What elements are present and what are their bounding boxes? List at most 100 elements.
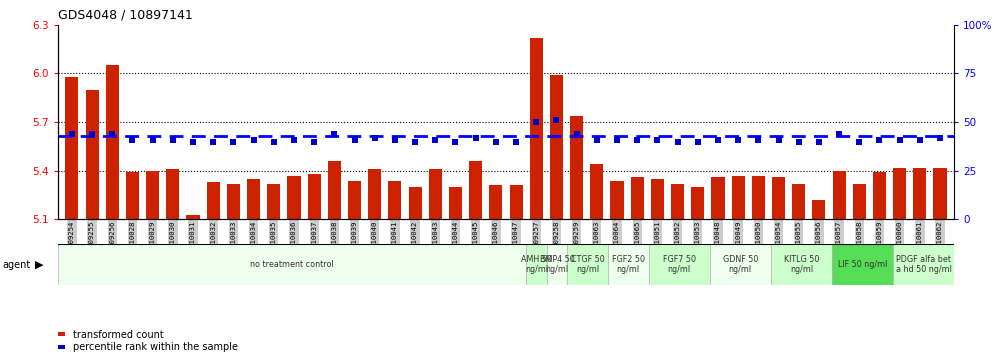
Bar (308, 174, 321, 219)
Bar (166, 169, 179, 219)
Bar (510, 185, 523, 219)
Text: PDGF alfa bet
a hd 50 ng/ml: PDGF alfa bet a hd 50 ng/ml (895, 255, 951, 274)
Text: AMH 50
ng/ml: AMH 50 ng/ml (521, 255, 552, 274)
Point (144, 137, 160, 142)
Point (306, 139, 322, 144)
Bar (691, 187, 704, 219)
Bar (648, 244, 710, 285)
Point (266, 139, 282, 144)
Text: ▶: ▶ (35, 259, 44, 270)
Point (205, 139, 221, 144)
Bar (711, 177, 724, 219)
Text: LIF 50 ng/ml: LIF 50 ng/ml (838, 260, 887, 269)
Bar (388, 181, 401, 219)
Bar (893, 244, 954, 285)
Bar (671, 184, 684, 219)
Bar (227, 184, 240, 219)
Point (64, 131, 80, 137)
Bar (567, 244, 608, 285)
Bar (469, 161, 482, 219)
Text: GDNF 50
ng/ml: GDNF 50 ng/ml (722, 255, 758, 274)
Bar (267, 184, 280, 219)
Point (872, 137, 887, 142)
Point (649, 137, 665, 142)
Text: CTGF 50
ng/ml: CTGF 50 ng/ml (571, 255, 605, 274)
Bar (872, 172, 886, 219)
Point (246, 137, 262, 142)
Point (387, 137, 403, 142)
Point (347, 137, 363, 142)
Text: KITLG 50
ng/ml: KITLG 50 ng/ml (784, 255, 819, 274)
Point (84, 131, 100, 137)
Bar (893, 167, 906, 219)
Bar (206, 182, 220, 219)
Point (447, 139, 463, 144)
Bar (547, 244, 567, 285)
Bar (752, 176, 765, 219)
Point (508, 139, 524, 144)
Point (124, 137, 140, 142)
Bar (328, 161, 341, 219)
Point (549, 118, 565, 123)
Bar (650, 179, 664, 219)
Point (327, 131, 343, 137)
Point (488, 139, 504, 144)
Bar (186, 215, 199, 219)
Bar (66, 77, 79, 219)
Point (629, 137, 645, 142)
Bar (247, 179, 260, 219)
Point (528, 119, 544, 125)
Bar (853, 184, 866, 219)
Point (468, 135, 484, 141)
Point (932, 135, 948, 141)
Bar (611, 181, 623, 219)
Bar (348, 181, 362, 219)
Point (165, 137, 181, 142)
Point (609, 137, 624, 142)
Point (771, 137, 787, 142)
Text: transformed count: transformed count (73, 330, 163, 339)
Text: BMP4 50
ng/ml: BMP4 50 ng/ml (540, 255, 575, 274)
Text: agent: agent (2, 259, 30, 270)
Bar (369, 169, 381, 219)
Bar (550, 75, 563, 219)
Point (185, 139, 201, 144)
Point (669, 139, 685, 144)
Bar (832, 244, 893, 285)
Point (690, 139, 706, 144)
Text: FGF7 50
ng/ml: FGF7 50 ng/ml (662, 255, 695, 274)
Point (367, 135, 382, 141)
Point (710, 137, 726, 142)
Bar (408, 187, 421, 219)
Bar (106, 65, 119, 219)
Bar (771, 244, 832, 285)
Text: percentile rank within the sample: percentile rank within the sample (73, 342, 238, 352)
Point (569, 131, 585, 137)
Point (791, 139, 807, 144)
Point (912, 137, 928, 142)
Point (831, 131, 847, 137)
Point (286, 137, 302, 142)
Point (589, 137, 605, 142)
Bar (732, 176, 745, 219)
Point (225, 139, 241, 144)
Bar (428, 169, 442, 219)
Bar (570, 116, 584, 219)
Bar (530, 38, 543, 219)
Bar (630, 177, 643, 219)
Bar (58, 244, 526, 285)
Bar (913, 167, 926, 219)
Bar (591, 164, 604, 219)
Bar (933, 167, 946, 219)
Bar (813, 200, 826, 219)
Bar (608, 244, 648, 285)
Bar (792, 184, 806, 219)
Point (105, 131, 121, 137)
Point (811, 139, 827, 144)
Bar (526, 244, 547, 285)
Bar (449, 187, 462, 219)
Bar (833, 171, 846, 219)
Bar (489, 185, 502, 219)
Point (750, 137, 766, 142)
Point (730, 137, 746, 142)
